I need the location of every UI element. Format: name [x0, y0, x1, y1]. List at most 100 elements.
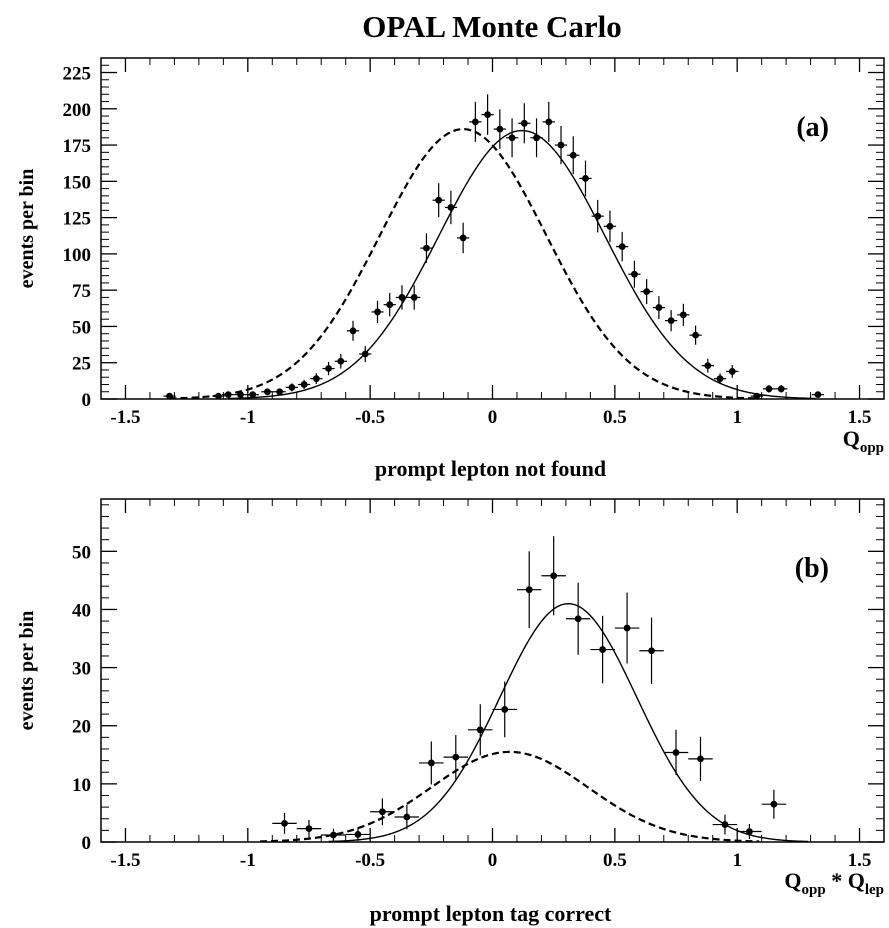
data-marker: [697, 755, 704, 763]
x-axis-label-b: Qopp * Qlep: [784, 868, 884, 898]
x-tick-label: 0: [488, 850, 498, 871]
y-axis-label-a: events per bin: [16, 169, 38, 289]
data-marker: [423, 244, 430, 252]
data-marker: [288, 383, 296, 391]
x-tick-label: -1: [240, 850, 256, 871]
data-marker: [599, 646, 607, 653]
data-point: [516, 551, 542, 629]
y-tick-label: 50: [72, 542, 91, 563]
y-tick-label: 150: [63, 172, 92, 193]
data-point: [261, 388, 274, 396]
data-marker: [672, 749, 680, 756]
data-marker: [569, 151, 577, 159]
fit-curves-b: [260, 602, 809, 843]
data-point: [432, 183, 445, 218]
x-tick-label: 0: [488, 407, 498, 428]
plot-frame-a: [100, 57, 885, 400]
x-axis-label-a: Qopp: [843, 426, 884, 456]
y-tick-label: 125: [63, 209, 92, 230]
data-marker: [508, 134, 516, 142]
y-tick-label: 0: [82, 833, 92, 854]
data-point: [443, 735, 469, 780]
data-point: [505, 118, 519, 158]
data-point: [346, 320, 360, 341]
data-marker: [471, 118, 479, 126]
x-tick-label: 1: [732, 407, 742, 428]
data-point: [297, 379, 311, 390]
data-marker: [325, 365, 332, 372]
data-marker: [398, 294, 406, 301]
data-marker: [704, 362, 712, 370]
data-point: [541, 536, 566, 616]
data-marker: [378, 808, 386, 816]
dashed-fit-curve: [169, 127, 757, 400]
data-marker: [533, 134, 540, 142]
data-point: [371, 300, 384, 324]
subtitle-a: prompt lepton not found: [375, 456, 606, 481]
data-point: [750, 392, 763, 400]
y-tick-label: 50: [72, 317, 91, 338]
x-axis-label-b-sep: *: [826, 868, 848, 893]
data-marker: [312, 375, 320, 383]
panel-b: -1.5 -1 -0.5 0 0.5 1 1.5 0 10 20 30 40 50 events per…: [16, 498, 885, 926]
data-marker: [300, 381, 308, 388]
data-point: [493, 109, 506, 149]
data-marker: [166, 392, 173, 400]
data-marker: [305, 825, 313, 833]
data-point: [334, 353, 347, 369]
data-marker: [476, 726, 484, 734]
data-marker: [374, 308, 381, 316]
data-point: [665, 310, 678, 332]
data-point: [565, 582, 591, 655]
x-tick-label: -0.5: [355, 850, 385, 871]
y-tick-label: 10: [72, 775, 91, 796]
data-point: [726, 365, 739, 378]
data-point: [530, 118, 543, 158]
data-point: [689, 325, 702, 345]
data-marker: [623, 624, 631, 632]
axis-ticks-b: -1.5 -1 -0.5 0 0.5 1 1.5 0 10 20 30 40 50: [72, 499, 885, 871]
x-tick-label: -1.5: [110, 850, 140, 871]
data-point: [775, 385, 788, 393]
x-tick-label: 0.5: [603, 407, 627, 428]
data-marker: [403, 813, 411, 821]
data-point: [518, 103, 531, 144]
data-marker: [237, 391, 244, 399]
data-point: [737, 823, 762, 840]
data-point: [468, 704, 493, 756]
data-marker: [746, 828, 753, 835]
data-marker: [667, 317, 675, 325]
y-tick-label: 40: [72, 600, 91, 621]
data-marker: [276, 388, 284, 396]
data-marker: [557, 141, 565, 149]
data-marker: [484, 111, 492, 118]
data-point: [639, 617, 664, 684]
x-tick-label: 1: [732, 850, 742, 871]
data-point: [554, 125, 568, 165]
x-tick-label: -0.5: [355, 407, 385, 428]
data-point: [272, 812, 297, 834]
data-marker: [643, 288, 651, 296]
data-marker: [721, 821, 729, 828]
data-marker: [550, 572, 558, 580]
data-point: [542, 101, 555, 142]
data-marker: [574, 615, 582, 623]
data-marker: [330, 831, 337, 839]
y-tick-label: 30: [72, 659, 91, 680]
data-marker: [679, 311, 687, 319]
data-marker: [728, 368, 736, 375]
data-marker: [716, 375, 724, 383]
subtitle-b: prompt lepton tag correct: [370, 901, 612, 926]
data-point: [285, 383, 298, 392]
data-marker: [410, 294, 418, 301]
data-marker: [582, 175, 589, 182]
x-tick-label: -1.5: [110, 407, 140, 428]
data-marker: [224, 391, 232, 399]
data-marker: [777, 385, 785, 393]
data-marker: [386, 301, 394, 309]
data-point: [712, 814, 738, 835]
data-point: [163, 392, 176, 400]
data-point: [444, 190, 458, 225]
x-axis-label-b-base: Q: [784, 868, 801, 893]
